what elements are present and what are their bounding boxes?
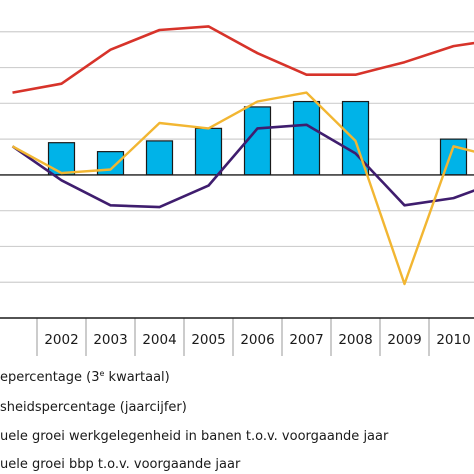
legend-item-2: sheidspercentage (jaarcijfer) <box>0 400 187 415</box>
x-tick-label: 2003 <box>93 332 127 348</box>
x-tick-label: 2005 <box>191 332 225 348</box>
line-series <box>11 25 474 286</box>
bar <box>96 151 125 176</box>
line-purple <box>11 123 474 209</box>
bar <box>194 127 223 176</box>
x-tick-label: 2006 <box>240 332 274 348</box>
line-yellow <box>11 91 474 286</box>
x-tick-label: 2004 <box>142 332 176 348</box>
bar <box>292 100 321 176</box>
x-tick-label: 2008 <box>338 332 372 348</box>
x-tick-label: 2002 <box>44 332 78 348</box>
grid <box>0 31 474 283</box>
legend-item-4: uele groei bbp t.o.v. voorgaande jaar <box>0 457 241 472</box>
x-axis-tick-labels: 200220032004200520062007200820092010201 <box>44 332 470 348</box>
bar <box>145 140 174 176</box>
bar <box>47 142 76 176</box>
x-tick-label: 2009 <box>387 332 421 348</box>
legend-item-1: epercentage (3e kwartaal) <box>0 369 170 385</box>
legend-item-3: uele groei werkgelegenheid in banen t.o.… <box>0 429 389 444</box>
line-red <box>12 25 474 94</box>
bar <box>243 106 272 176</box>
x-tick-label: 2007 <box>289 332 323 348</box>
x-tick-label: 2010 <box>436 332 470 348</box>
x-category-separators <box>0 317 474 356</box>
legend: epercentage (3e kwartaal) sheidspercenta… <box>0 366 474 474</box>
